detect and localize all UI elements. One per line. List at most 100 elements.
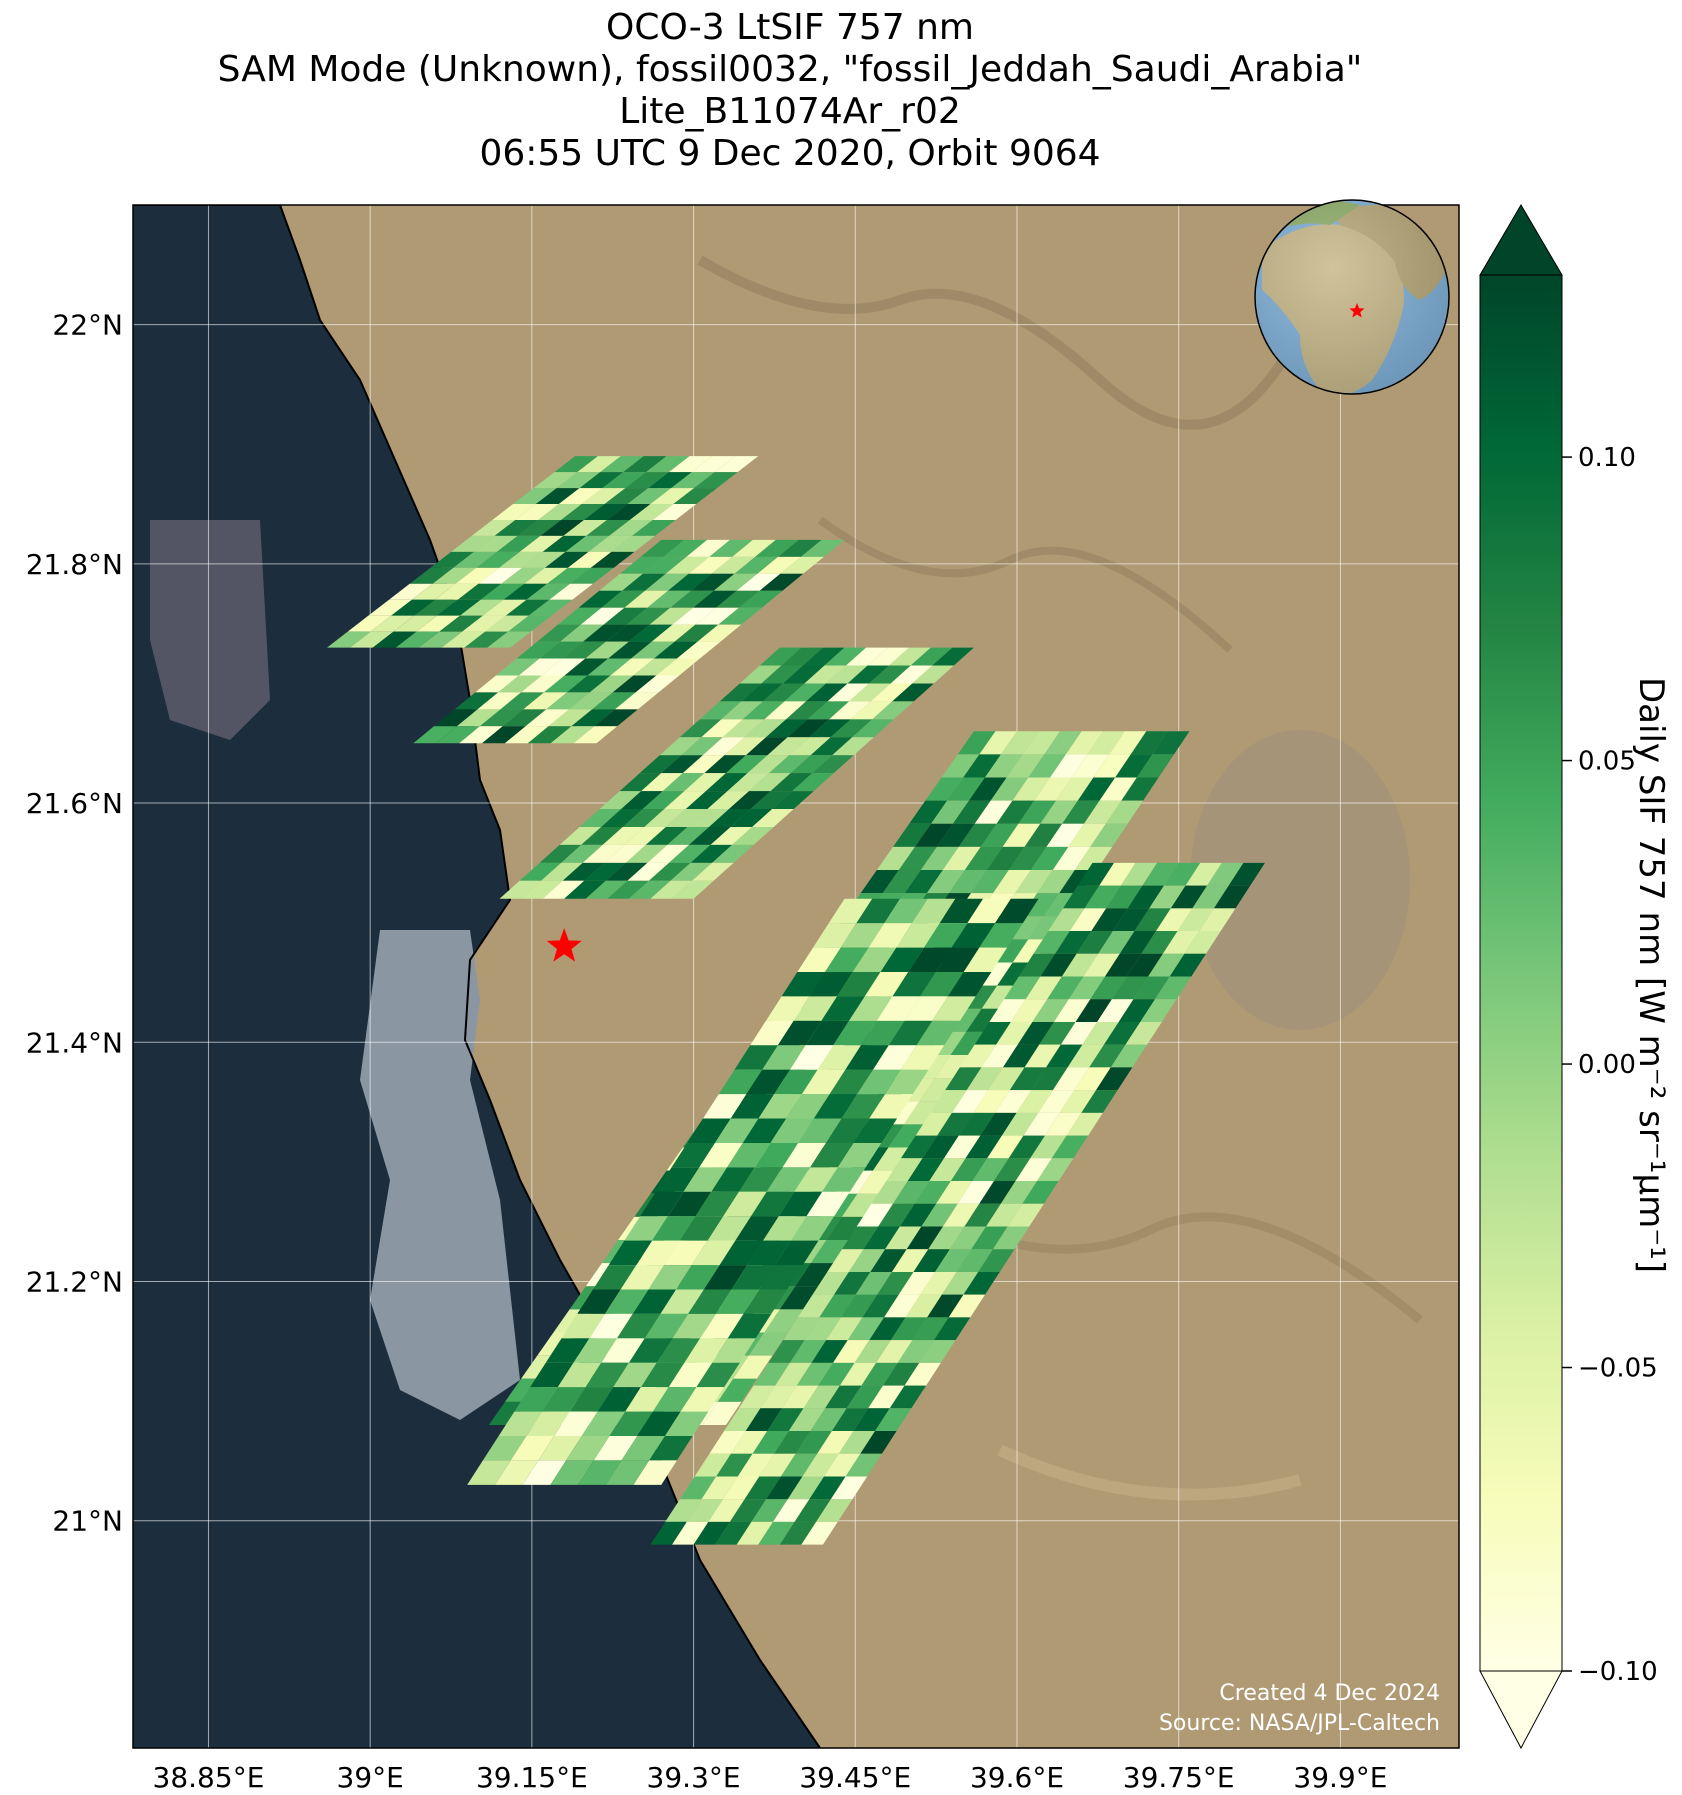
sif-sounding [995,1090,1032,1113]
sif-sounding [609,1411,653,1437]
sif-sounding [727,773,770,792]
sif-sounding [829,701,871,720]
sif-sounding [904,1101,943,1125]
sif-sounding [781,972,826,997]
sif-sounding [899,1203,937,1227]
sif-sounding [688,826,731,845]
sif-sounding [935,1249,972,1272]
sif-sounding [482,726,526,744]
sif-sounding [813,923,857,948]
sif-sounding [730,809,773,827]
sif-sounding [753,1362,790,1386]
sif-sounding [939,898,984,924]
sif-sounding [1170,885,1208,909]
sif-sounding [570,567,614,584]
sif-sounding [862,1294,899,1318]
sif-sounding [583,504,628,520]
sif-sounding [561,504,605,520]
sif-sounding [604,844,646,863]
sif-sounding [941,754,980,778]
sif-sounding [811,1340,848,1363]
sif-sounding [592,692,636,710]
sif-sounding [789,1340,827,1363]
sif-sounding [588,535,633,552]
sif-sounding [782,665,825,684]
sif-sounding [900,1045,945,1070]
sif-sounding [755,539,799,557]
sif-sounding [950,1031,989,1056]
sif-sounding [1096,1067,1133,1091]
sif-sounding [1127,885,1164,909]
sif-sounding [919,1078,958,1102]
sif-sounding [1148,953,1185,977]
sif-sounding [1068,976,1106,1000]
sif-sounding [671,1142,716,1168]
sif-sounding [1067,1044,1104,1068]
sif-sounding [760,1385,797,1409]
lat-tick-label: 22°N [52,309,123,342]
sif-sounding [1037,1158,1074,1182]
lon-tick-label: 39.15°E [476,1761,588,1794]
sif-sounding [1051,1135,1089,1159]
sif-sounding [738,1385,776,1409]
sif-sounding [487,631,531,648]
sif-sounding [739,1167,783,1192]
sif-sounding [627,488,672,505]
lon-tick-label: 38.85°E [153,1761,265,1794]
sif-sounding [869,1317,906,1341]
sif-sounding [564,880,606,899]
sif-sounding [810,1408,847,1432]
sif-sounding [900,1135,938,1159]
sif-sounding [794,1167,838,1192]
sif-sounding [642,791,685,810]
sif-sounding [885,1226,922,1250]
sif-sounding [730,1431,768,1454]
sif-sounding [878,1203,915,1227]
sif-sounding [928,1226,965,1250]
sif-sounding [1184,931,1221,954]
sif-sounding [578,590,623,608]
sif-sounding [629,504,674,520]
sif-sounding [770,773,813,792]
sif-sounding [1089,1044,1126,1068]
sif-sounding [832,737,874,756]
sif-sounding [542,535,587,552]
sif-sounding [920,846,959,871]
sif-sounding [701,1476,738,1500]
sif-sounding [632,519,676,536]
sif-sounding [942,1203,980,1227]
sif-sounding [716,590,760,608]
sif-sounding [819,1294,856,1318]
sif-sounding [789,1045,834,1070]
sif-sounding [804,665,847,684]
sif-sounding [897,1340,934,1363]
sif-sounding [765,719,808,738]
sif-sounding [745,1408,782,1432]
sif-sounding [911,898,956,924]
sif-sounding [733,1355,773,1379]
sif-sounding [980,823,1019,847]
sif-sounding [670,862,713,881]
sif-sounding [454,692,499,710]
sif-sounding [915,1112,952,1136]
sif-sounding [559,826,602,845]
sif-sounding [650,880,693,899]
sif-sounding [665,809,708,827]
sif-sounding [557,1362,602,1388]
sif-sounding [656,658,700,676]
sif-sounding [772,791,814,810]
sif-sounding [745,737,788,756]
sif-sounding [684,773,726,792]
sif-sounding [693,590,737,608]
sif-sounding [702,1401,742,1426]
sif-sounding [774,1069,818,1095]
sif-sounding [1152,731,1190,755]
sif-sounding [391,599,435,616]
sif-sounding [764,1309,804,1333]
sif-sounding [958,1112,996,1136]
sif-sounding [628,880,671,899]
sif-sounding [599,573,643,591]
sif-sounding [926,870,965,894]
sif-sounding [749,773,791,792]
sif-sounding [827,683,870,702]
